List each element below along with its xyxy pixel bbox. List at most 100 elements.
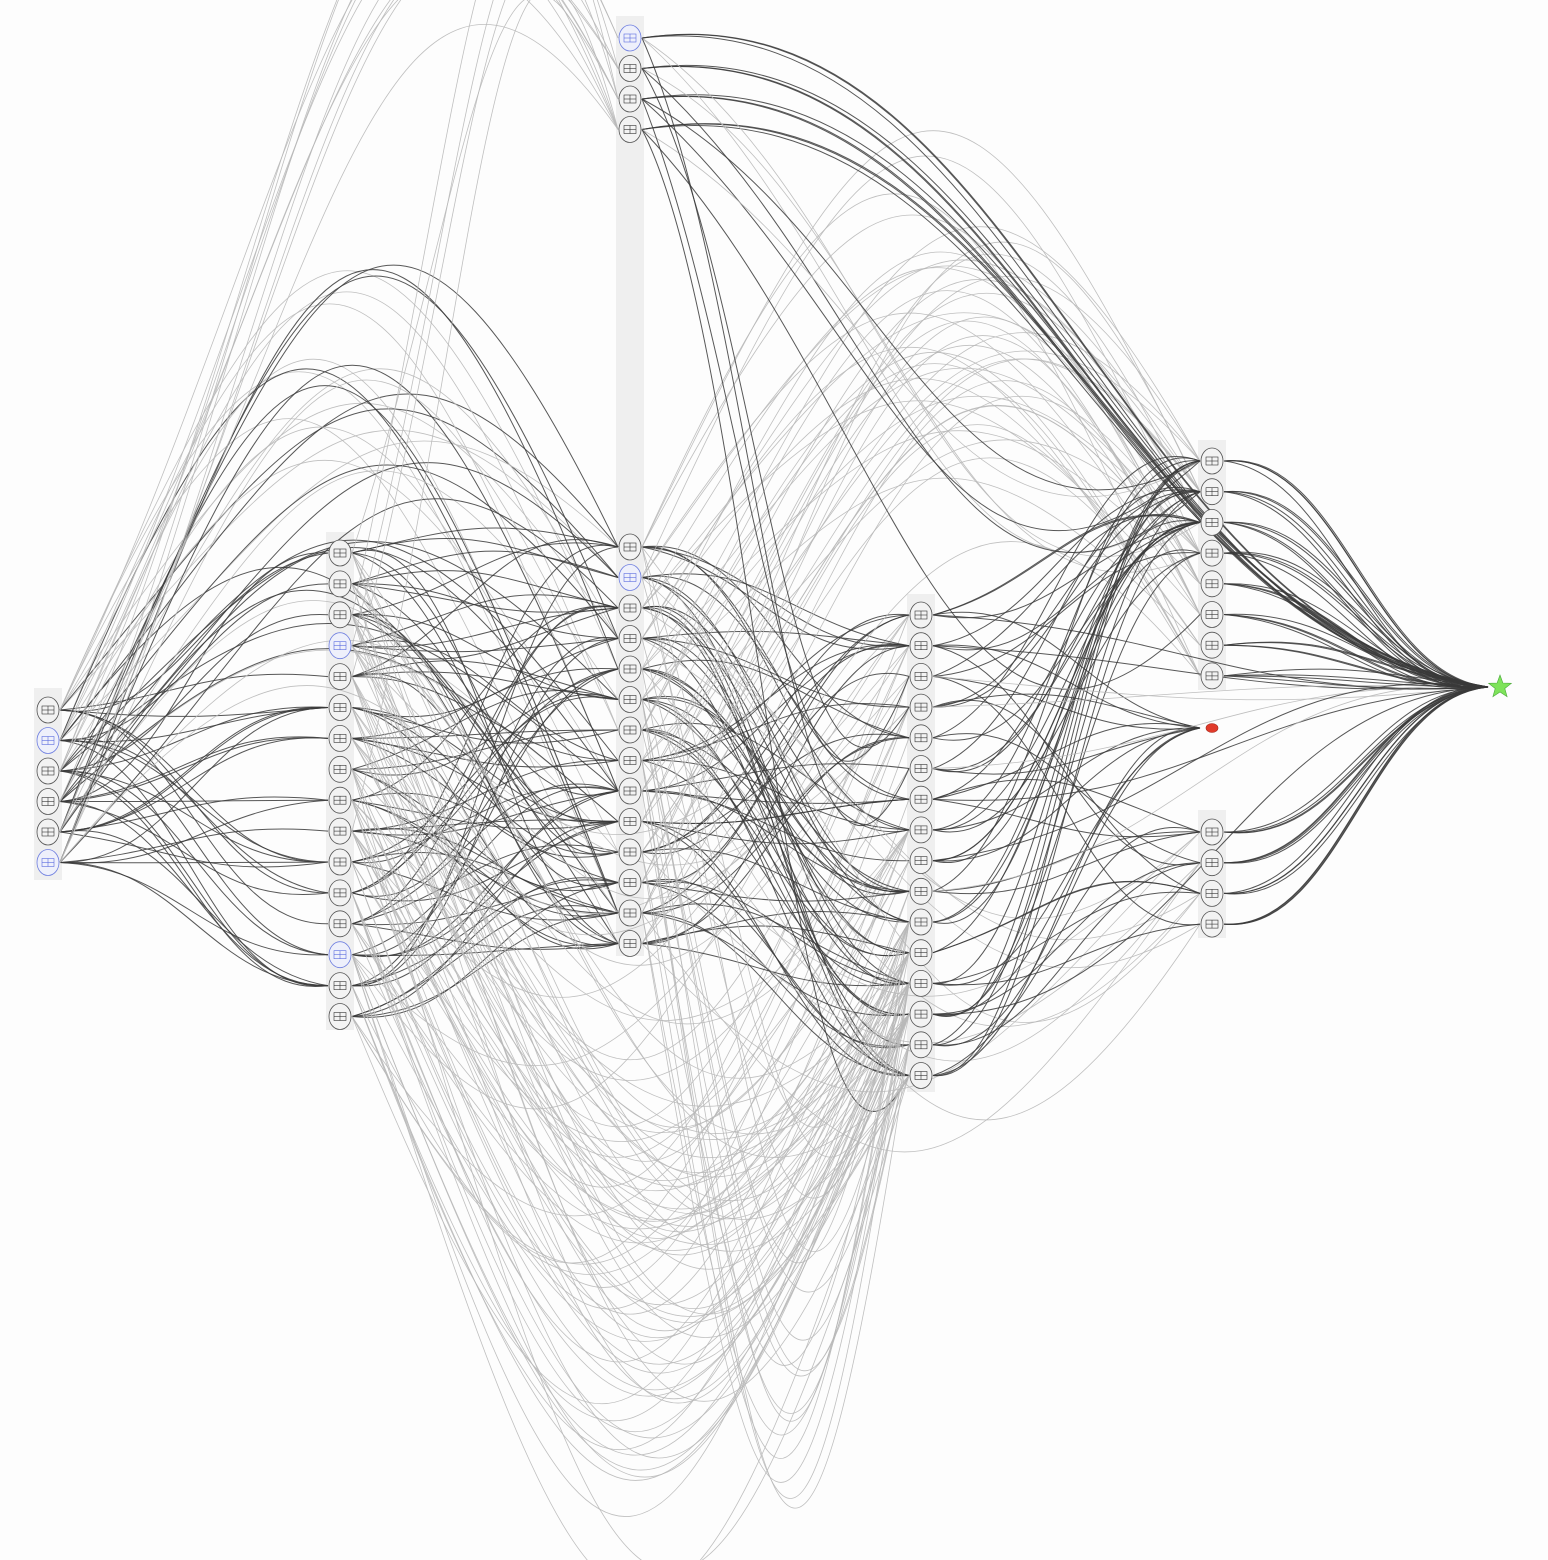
edge <box>932 549 1201 954</box>
layer-3-node[interactable] <box>618 686 642 713</box>
edge <box>1223 583 1489 688</box>
layer-3-node[interactable] <box>618 716 642 744</box>
edge <box>351 860 910 1405</box>
layer-4-node[interactable] <box>909 970 933 997</box>
layer-3-top-node[interactable] <box>618 55 642 82</box>
edge <box>1223 686 1489 894</box>
edge <box>641 335 1201 914</box>
layer-3-node[interactable] <box>618 777 642 805</box>
layer-1-node[interactable] <box>36 788 60 815</box>
layer-1-node[interactable] <box>36 727 60 754</box>
layer-2-node[interactable] <box>328 570 352 598</box>
layer-2-node[interactable] <box>328 725 352 752</box>
layer-4-node[interactable] <box>909 847 933 874</box>
layer-3-top-node[interactable] <box>618 24 642 52</box>
edge <box>1223 686 1489 864</box>
layer-4-node[interactable] <box>909 755 933 782</box>
layer-4-node[interactable] <box>909 1000 933 1028</box>
edge <box>351 954 910 1471</box>
layer-2-node[interactable] <box>328 941 352 969</box>
layer-5-top-node[interactable] <box>1200 601 1224 628</box>
layer-3-node[interactable] <box>618 747 642 774</box>
layer-4-node[interactable] <box>909 816 933 844</box>
layer-2-node[interactable] <box>328 663 352 690</box>
edge <box>641 68 1201 573</box>
layer-2-node[interactable] <box>328 848 352 876</box>
edge <box>932 460 1201 1077</box>
edge <box>351 799 910 1181</box>
layer-2-node[interactable] <box>328 1003 352 1030</box>
layer-3-node[interactable] <box>618 899 642 927</box>
layer-2-node[interactable] <box>328 601 352 629</box>
layer-2-node[interactable] <box>328 539 352 567</box>
edge <box>351 707 619 946</box>
layer-5-top-node[interactable] <box>1200 509 1224 536</box>
edge <box>641 673 910 914</box>
edge <box>641 68 1201 553</box>
sink-star-icon[interactable] <box>1487 674 1513 698</box>
layer-4-node[interactable] <box>909 724 933 752</box>
edge <box>351 921 910 1517</box>
layer-3-node[interactable] <box>618 564 642 591</box>
layer-4-node[interactable] <box>909 785 933 813</box>
layer-4-node[interactable] <box>909 663 933 690</box>
layer-3-top-node[interactable] <box>618 85 642 113</box>
layer-3-node[interactable] <box>618 533 642 561</box>
layer-1-node[interactable] <box>36 696 60 724</box>
layer-3-node[interactable] <box>618 930 642 957</box>
layer-3-top-node[interactable] <box>618 116 642 143</box>
edge <box>351 668 619 956</box>
layer-3-node[interactable] <box>618 869 642 896</box>
layer-1-node[interactable] <box>36 849 60 876</box>
edge <box>351 696 619 863</box>
layer-5-top-node[interactable] <box>1200 662 1224 690</box>
layer-4-node[interactable] <box>909 877 933 905</box>
layer-5-top-node[interactable] <box>1200 447 1224 475</box>
layer-2-node[interactable] <box>328 632 352 660</box>
layer-5-bottom-node[interactable] <box>1200 880 1224 907</box>
layer-3-node[interactable] <box>618 838 642 866</box>
layer-4-node[interactable] <box>909 1062 933 1089</box>
edge <box>59 552 329 712</box>
layer-1-node[interactable] <box>36 818 60 846</box>
edge <box>59 706 329 833</box>
layer-2-node[interactable] <box>328 786 352 814</box>
layer-5-bottom-node[interactable] <box>1200 910 1224 938</box>
edge <box>641 851 910 1459</box>
table-icon <box>333 950 347 960</box>
layer-2-node[interactable] <box>328 817 352 845</box>
layer-3-node[interactable] <box>618 625 642 652</box>
layer-4-node[interactable] <box>909 693 933 721</box>
layer-3-node[interactable] <box>618 808 642 835</box>
edge <box>351 738 910 1187</box>
edge <box>59 0 619 741</box>
layer-5-top-node[interactable] <box>1200 570 1224 598</box>
layer-1-node[interactable] <box>36 757 60 785</box>
layer-4-node[interactable] <box>909 939 933 967</box>
layer-5-top-node[interactable] <box>1200 631 1224 659</box>
error-node[interactable] <box>1205 723 1219 733</box>
layer-4-node[interactable] <box>909 1031 933 1059</box>
table-icon <box>333 672 347 681</box>
layer-2-node[interactable] <box>328 879 352 907</box>
layer-4-node[interactable] <box>909 632 933 660</box>
layer-4-node[interactable] <box>909 601 933 629</box>
table-icon <box>333 1012 347 1021</box>
edge <box>641 253 1201 883</box>
edge <box>641 577 910 1128</box>
layer-5-top-node[interactable] <box>1200 539 1224 567</box>
edge <box>351 676 910 1214</box>
layer-2-node[interactable] <box>328 910 352 938</box>
layer-2-node[interactable] <box>328 972 352 999</box>
layer-5-bottom-node[interactable] <box>1200 818 1224 846</box>
layer-2-node[interactable] <box>328 694 352 721</box>
layer-5-bottom-node[interactable] <box>1200 849 1224 877</box>
edge <box>59 0 619 833</box>
layer-2-node[interactable] <box>328 755 352 783</box>
edge <box>932 686 1489 801</box>
layer-4-node[interactable] <box>909 908 933 936</box>
table-icon <box>623 786 637 796</box>
layer-3-node[interactable] <box>618 655 642 683</box>
layer-5-top-node[interactable] <box>1200 478 1224 506</box>
layer-3-node[interactable] <box>618 594 642 622</box>
